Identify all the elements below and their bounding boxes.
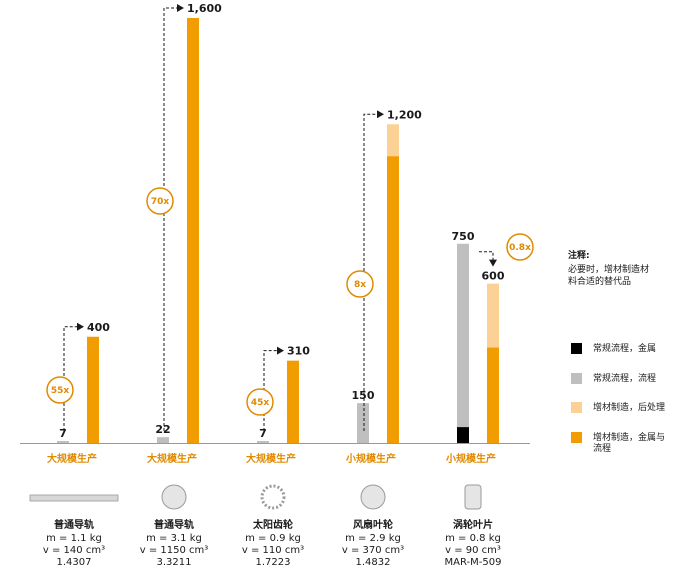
conventional-value-label: 7	[59, 427, 67, 440]
additive-metal-process-bar	[87, 336, 99, 443]
note-text-line: 必要时，增材制造材	[568, 263, 649, 275]
production-scale-label: 小规模生产	[345, 452, 396, 465]
part-name: 普通导轨	[154, 518, 194, 531]
rail-icon	[29, 494, 119, 502]
legend-label: 常规流程，金属	[593, 342, 656, 354]
note-title: 注释:	[568, 249, 590, 261]
gear-icon	[260, 484, 286, 510]
legend-label: 流程	[593, 442, 611, 454]
additive-value-label: 400	[87, 321, 110, 334]
part-volume: v = 110 cm³	[242, 545, 304, 556]
part-name: 普通导轨	[54, 518, 94, 531]
conventional-process-bar	[57, 441, 69, 443]
multiplier-badge	[506, 233, 534, 261]
part-material: 1.4832	[356, 557, 391, 568]
legend-swatch	[571, 402, 582, 413]
blade-icon	[464, 484, 482, 510]
part-material: 3.3211	[157, 557, 192, 568]
comparison-arrow	[363, 110, 384, 431]
part-material: 1.7223	[256, 557, 291, 568]
additive-post-process-bar	[387, 124, 399, 157]
part-name: 太阳齿轮	[252, 518, 293, 531]
part-mass: m = 0.9 kg	[245, 533, 301, 544]
legend-swatch	[571, 373, 582, 384]
legend-swatch	[571, 343, 582, 354]
additive-metal-process-bar	[287, 360, 299, 443]
additive-post-process-bar	[487, 283, 499, 348]
conventional-process-bar	[457, 243, 469, 428]
part-material: MAR-M-509	[445, 557, 502, 568]
part-name: 涡轮叶片	[453, 518, 493, 531]
production-scale-label: 大规模生产	[246, 452, 296, 465]
conventional-metal-bar	[457, 427, 469, 443]
multiplier-badge	[46, 376, 74, 404]
production-scale-label: 大规模生产	[147, 452, 197, 465]
conventional-process-bar	[157, 437, 169, 443]
additive-metal-process-bar	[487, 347, 499, 443]
comparison-arrow	[479, 251, 497, 267]
comparison-arrow	[63, 322, 84, 431]
multiplier-label: 55x	[51, 386, 70, 396]
part-mass: m = 3.1 kg	[146, 533, 202, 544]
multiplier-label: 8x	[354, 280, 366, 290]
multiplier-label: 45x	[251, 398, 270, 408]
conventional-process-bar	[257, 441, 269, 443]
legend-swatch	[571, 432, 582, 443]
multiplier-badge	[146, 187, 174, 215]
production-scale-label: 小规模生产	[445, 452, 496, 465]
conventional-value-label: 750	[452, 230, 475, 243]
production-scale-label: 大规模生产	[47, 452, 97, 465]
additive-value-label: 1,200	[387, 108, 422, 121]
part-volume: v = 90 cm³	[445, 545, 501, 556]
additive-value-label: 600	[482, 270, 505, 283]
note-text-line: 料合适的替代品	[568, 275, 631, 287]
part-volume: v = 140 cm³	[43, 545, 105, 556]
part-name: 风扇叶轮	[353, 518, 393, 531]
conventional-value-label: 22	[155, 423, 170, 436]
additive-metal-process-bar	[387, 156, 399, 443]
legend-label: 增材制造，后处理	[593, 401, 665, 413]
conventional-value-label: 150	[352, 389, 375, 402]
legend-label: 常规流程，流程	[593, 372, 656, 384]
part-mass: m = 0.8 kg	[445, 533, 501, 544]
part-material: 1.4307	[57, 557, 92, 568]
comparison-arrow	[163, 4, 184, 431]
disc-icon	[161, 484, 187, 510]
part-volume: v = 1150 cm³	[140, 545, 209, 556]
multiplier-badge	[346, 270, 374, 298]
part-mass: m = 2.9 kg	[345, 533, 401, 544]
impeller-icon	[360, 484, 386, 510]
additive-value-label: 310	[287, 345, 310, 358]
conventional-value-label: 7	[259, 427, 267, 440]
additive-metal-process-bar	[187, 18, 199, 443]
conventional-process-bar	[357, 403, 369, 443]
legend-label: 增材制造，金属与	[593, 431, 665, 443]
additive-value-label: 1,600	[187, 2, 222, 15]
part-volume: v = 370 cm³	[342, 545, 404, 556]
part-mass: m = 1.1 kg	[46, 533, 102, 544]
multiplier-badge	[246, 388, 274, 416]
multiplier-label: 70x	[151, 197, 170, 207]
multiplier-label: 0.8x	[509, 243, 531, 253]
